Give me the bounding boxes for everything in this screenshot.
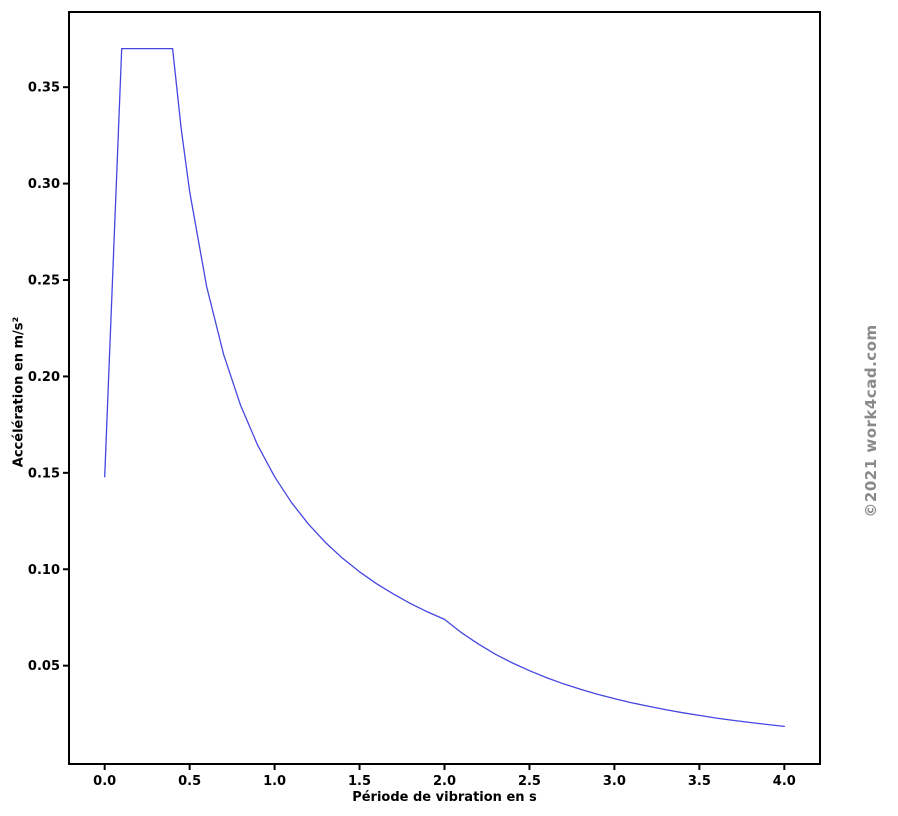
x-tick-label: 4.0 [773, 774, 796, 789]
y-axis-label: Accélération en m/s² [11, 316, 27, 468]
spectrum-line [104, 47, 785, 728]
y-tick-label: 0.15 [28, 466, 60, 481]
x-tick-label: 0.5 [178, 774, 201, 789]
x-tick-label: 2.0 [433, 774, 456, 789]
x-tick-label: 1.0 [263, 774, 286, 789]
x-tick-label: 0.0 [93, 774, 116, 789]
y-tick-label: 0.05 [28, 659, 60, 674]
y-tick-label: 0.35 [28, 81, 60, 96]
y-tick-label: 0.30 [28, 177, 60, 192]
x-tick-label: 3.5 [688, 774, 711, 789]
y-tick-label: 0.25 [28, 274, 60, 289]
x-tick-label: 2.5 [518, 774, 541, 789]
x-tick-label: 1.5 [348, 774, 371, 789]
y-tick-label: 0.10 [28, 563, 60, 578]
x-axis-label: Période de vibration en s [352, 790, 537, 805]
watermark-text: ©2021 work4cad.com [862, 324, 880, 518]
y-tick-label: 0.20 [28, 370, 60, 385]
plot-area-border [68, 11, 821, 765]
x-tick-label: 3.0 [603, 774, 626, 789]
